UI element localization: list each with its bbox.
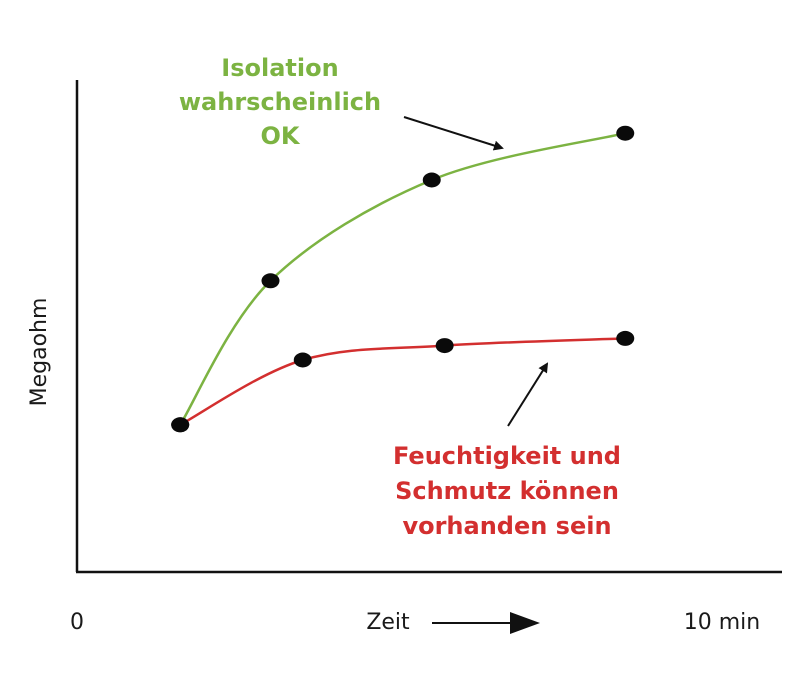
annotation-green-line-2: wahrscheinlich xyxy=(179,88,381,116)
annotation-red-arrow xyxy=(507,362,549,427)
series-1-point-0 xyxy=(171,417,190,433)
x-tick-label-10: 10 min xyxy=(684,610,760,635)
series-0-point-3 xyxy=(616,125,635,141)
series-0-points xyxy=(171,125,635,433)
series-0-point-1 xyxy=(261,273,280,289)
series-1-line xyxy=(179,337,626,426)
series-1-point-1 xyxy=(293,352,312,368)
series-1-points xyxy=(171,330,635,433)
annotation-red-line-2: Schmutz können xyxy=(395,477,619,505)
annotation-green-arrow xyxy=(403,116,504,151)
series-1-point-3 xyxy=(616,330,635,346)
series-0-point-2 xyxy=(422,172,441,188)
annotation-green-line-1: Isolation xyxy=(221,54,338,82)
annotation-red-line-3: vorhanden sein xyxy=(402,512,611,540)
x-tick-label-0: 0 xyxy=(70,610,84,635)
series-1-point-2 xyxy=(435,338,454,354)
x-axis-label: Zeit xyxy=(366,610,410,635)
series-0-line xyxy=(179,131,626,426)
annotation-green-line-3: OK xyxy=(261,122,301,150)
annotation-red-line-1: Feuchtigkeit und xyxy=(393,442,621,470)
x-axis-arrowhead xyxy=(510,612,540,634)
y-axis-label: Megaohm xyxy=(27,298,52,407)
